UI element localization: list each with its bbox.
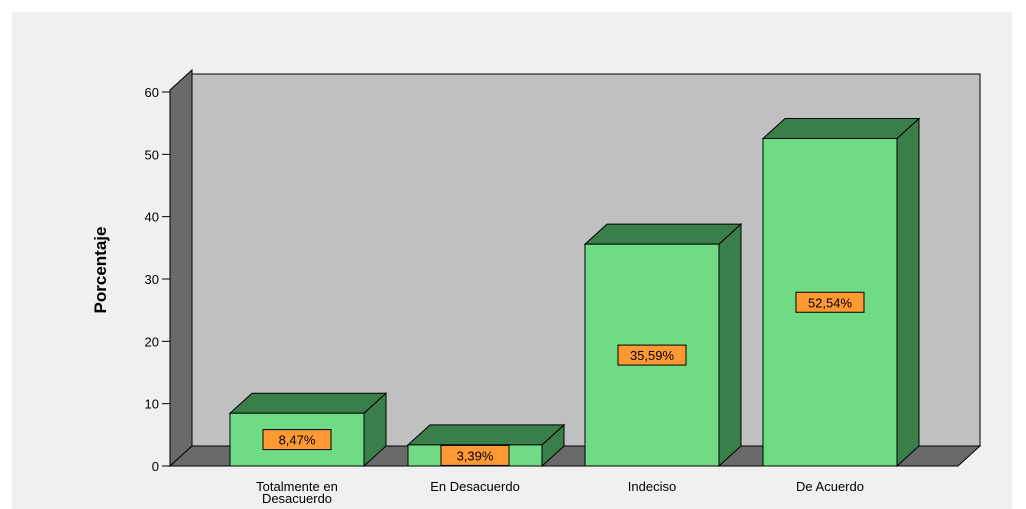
data-label: 35,59% bbox=[630, 348, 675, 363]
data-label-box bbox=[440, 444, 510, 466]
y-tick-label: 0 bbox=[152, 459, 159, 474]
data-label: 3,39% bbox=[457, 448, 494, 463]
side-wall bbox=[169, 68, 193, 468]
x-tick-label-line: Totalmente en bbox=[256, 479, 338, 494]
x-tick-label: En Desacuerdo bbox=[430, 479, 520, 494]
data-label-box bbox=[262, 429, 332, 451]
bars: 8,47% 3,39% 35,59% 52,54% bbox=[228, 117, 921, 468]
bar-side bbox=[718, 223, 742, 468]
y-axis: 0 10 20 30 40 50 60 bbox=[145, 85, 170, 474]
bar: 35,59% bbox=[583, 223, 743, 468]
data-label: 52,54% bbox=[808, 295, 853, 310]
bar: 8,47% bbox=[228, 392, 388, 468]
y-tick-label: 30 bbox=[145, 272, 159, 287]
bar: 3,39% bbox=[406, 423, 566, 468]
x-tick-label-line: En Desacuerdo bbox=[430, 479, 520, 494]
y-axis-title: Porcentaje bbox=[91, 227, 110, 314]
y-tick-label: 20 bbox=[145, 334, 159, 349]
y-tick-label: 50 bbox=[145, 147, 159, 162]
y-tick-label: 60 bbox=[145, 85, 159, 100]
data-label-box bbox=[617, 344, 687, 366]
data-label-box bbox=[795, 291, 865, 313]
y-tick-label: 10 bbox=[145, 397, 159, 412]
bar-top bbox=[228, 392, 388, 414]
bar-side bbox=[896, 117, 920, 468]
bar-top bbox=[583, 223, 743, 245]
x-tick-label: Indeciso bbox=[628, 479, 676, 494]
bar-top bbox=[761, 118, 921, 140]
x-tick-label-line: Desacuerdo bbox=[262, 491, 332, 506]
data-label: 8,47% bbox=[279, 433, 316, 448]
x-tick-label: De Acuerdo bbox=[796, 479, 864, 494]
y-tick-label: 40 bbox=[145, 210, 159, 225]
category-labels: Totalmente en Desacuerdo En Desacuerdo Inde… bbox=[256, 479, 864, 506]
x-tick-label: Totalmente en Desacuerdo bbox=[256, 479, 338, 506]
x-tick-label-line: De Acuerdo bbox=[796, 479, 864, 494]
x-tick-label-line: Indeciso bbox=[628, 479, 676, 494]
bar: 52,54% bbox=[761, 117, 921, 468]
bar-top bbox=[406, 424, 566, 446]
